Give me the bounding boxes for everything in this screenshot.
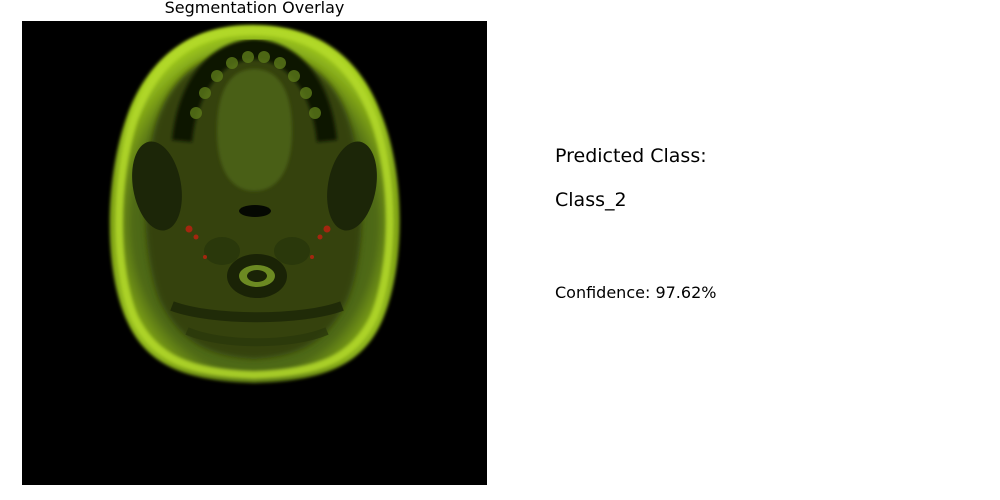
predicted-class-label: Predicted Class:	[555, 145, 707, 167]
predicted-class-value: Class_2	[555, 189, 627, 211]
panel-title: Segmentation Overlay	[164, 0, 345, 17]
confidence-text: Confidence: 97.62%	[555, 283, 717, 302]
segmentation-overlay-image	[22, 21, 487, 485]
